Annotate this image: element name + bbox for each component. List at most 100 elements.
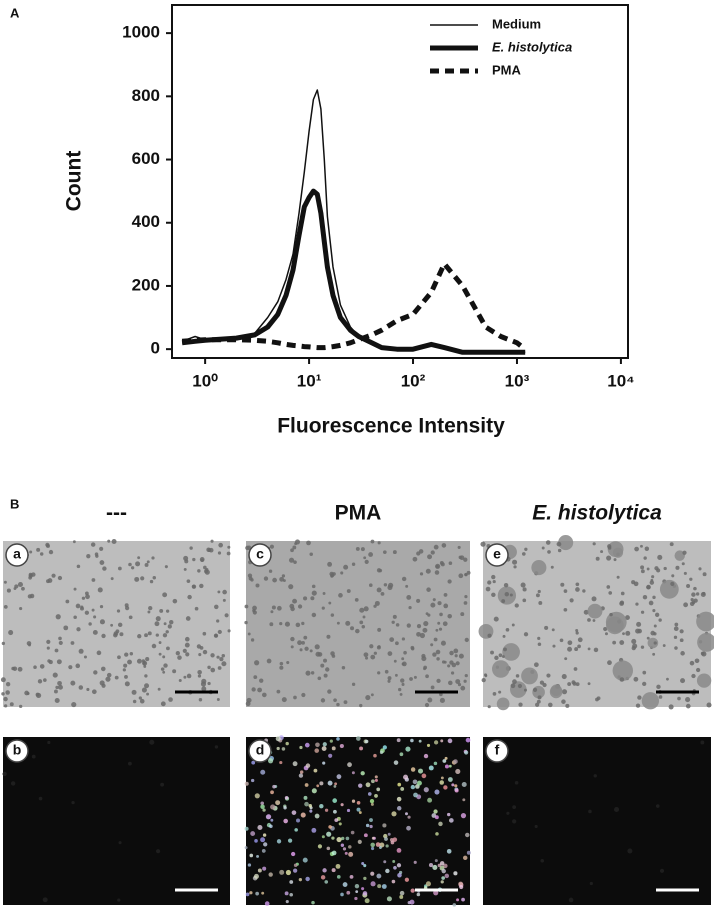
- cell: [616, 575, 620, 579]
- cell: [148, 605, 153, 611]
- cell: [538, 601, 543, 605]
- cell: [563, 589, 568, 593]
- cell: [249, 853, 254, 858]
- cell: [349, 874, 354, 879]
- cell: [536, 699, 541, 704]
- cell: [423, 620, 429, 627]
- cell: [264, 901, 270, 906]
- cell: [573, 667, 578, 671]
- cell: [587, 682, 591, 686]
- cell: [653, 624, 657, 628]
- cell: [152, 576, 156, 580]
- cell: [201, 686, 207, 692]
- cell: [439, 697, 445, 704]
- cell: [343, 700, 348, 705]
- cell: [362, 615, 366, 619]
- cell: [351, 799, 356, 803]
- cell: [317, 844, 323, 849]
- cell: [561, 689, 568, 695]
- cell: [130, 566, 135, 570]
- cell: [292, 761, 298, 767]
- cell: [94, 552, 99, 556]
- cell: [314, 748, 320, 753]
- cell: [321, 835, 325, 839]
- cell: [422, 627, 428, 633]
- cell: [284, 891, 289, 896]
- cell: [680, 678, 686, 684]
- cell: [251, 778, 255, 783]
- cell: [385, 868, 390, 874]
- cell: [620, 591, 625, 596]
- cell: [642, 670, 647, 675]
- cell: [285, 741, 289, 746]
- cell: [407, 815, 411, 819]
- cell: [351, 771, 355, 775]
- cell: [341, 836, 345, 841]
- cell: [207, 681, 211, 686]
- cell: [640, 544, 643, 548]
- cell: [428, 863, 434, 868]
- cell: [116, 609, 121, 613]
- cell: [117, 566, 122, 571]
- cell: [328, 825, 332, 829]
- cell: [547, 702, 553, 708]
- cell: [146, 560, 150, 564]
- cell: [572, 681, 577, 686]
- cell: [11, 666, 15, 671]
- cell: [28, 572, 33, 577]
- cell: [346, 890, 351, 895]
- cell: [575, 682, 580, 687]
- cell: [651, 575, 655, 579]
- cell: [177, 655, 182, 660]
- y-tick-label: 400: [132, 212, 160, 231]
- cell: [451, 783, 455, 787]
- cell: [433, 637, 438, 642]
- x-tick-label: 10²: [401, 371, 426, 390]
- cell: [5, 690, 10, 695]
- cell: [680, 651, 685, 656]
- cell: [359, 620, 364, 625]
- cell: [673, 635, 678, 640]
- cell: [149, 739, 155, 745]
- cell: [604, 632, 608, 636]
- cell: [164, 565, 168, 569]
- cell: [491, 574, 496, 580]
- cell: [462, 798, 466, 802]
- micrograph: [483, 541, 711, 707]
- cell: [593, 647, 599, 653]
- cell: [136, 658, 142, 664]
- cell: [398, 687, 402, 692]
- cell: [384, 669, 389, 674]
- cell: [652, 652, 656, 656]
- cell: [504, 592, 510, 597]
- cell: [310, 671, 315, 675]
- cell: [249, 891, 253, 895]
- cell: [455, 679, 461, 685]
- cell: [388, 582, 394, 588]
- cell: [448, 764, 452, 768]
- cell: [326, 634, 331, 639]
- cell: [325, 667, 330, 672]
- cell: [440, 776, 444, 780]
- cell: [512, 679, 517, 685]
- cell: [640, 569, 645, 574]
- cell: [416, 631, 421, 637]
- cell: [297, 604, 303, 609]
- cell: [330, 613, 335, 617]
- cell: [331, 868, 336, 873]
- cell: [456, 898, 459, 902]
- cell: [399, 692, 403, 696]
- cell: [369, 644, 374, 649]
- cell: [144, 633, 148, 638]
- cell: [279, 576, 285, 582]
- cell: [369, 799, 375, 804]
- cell: [163, 622, 167, 626]
- cell: [275, 800, 281, 806]
- cell: [261, 891, 265, 895]
- cell: [117, 655, 121, 660]
- cell: [689, 660, 695, 666]
- cell: [250, 831, 256, 837]
- cell: [448, 561, 453, 566]
- cell: [459, 555, 465, 561]
- cell: [569, 598, 574, 603]
